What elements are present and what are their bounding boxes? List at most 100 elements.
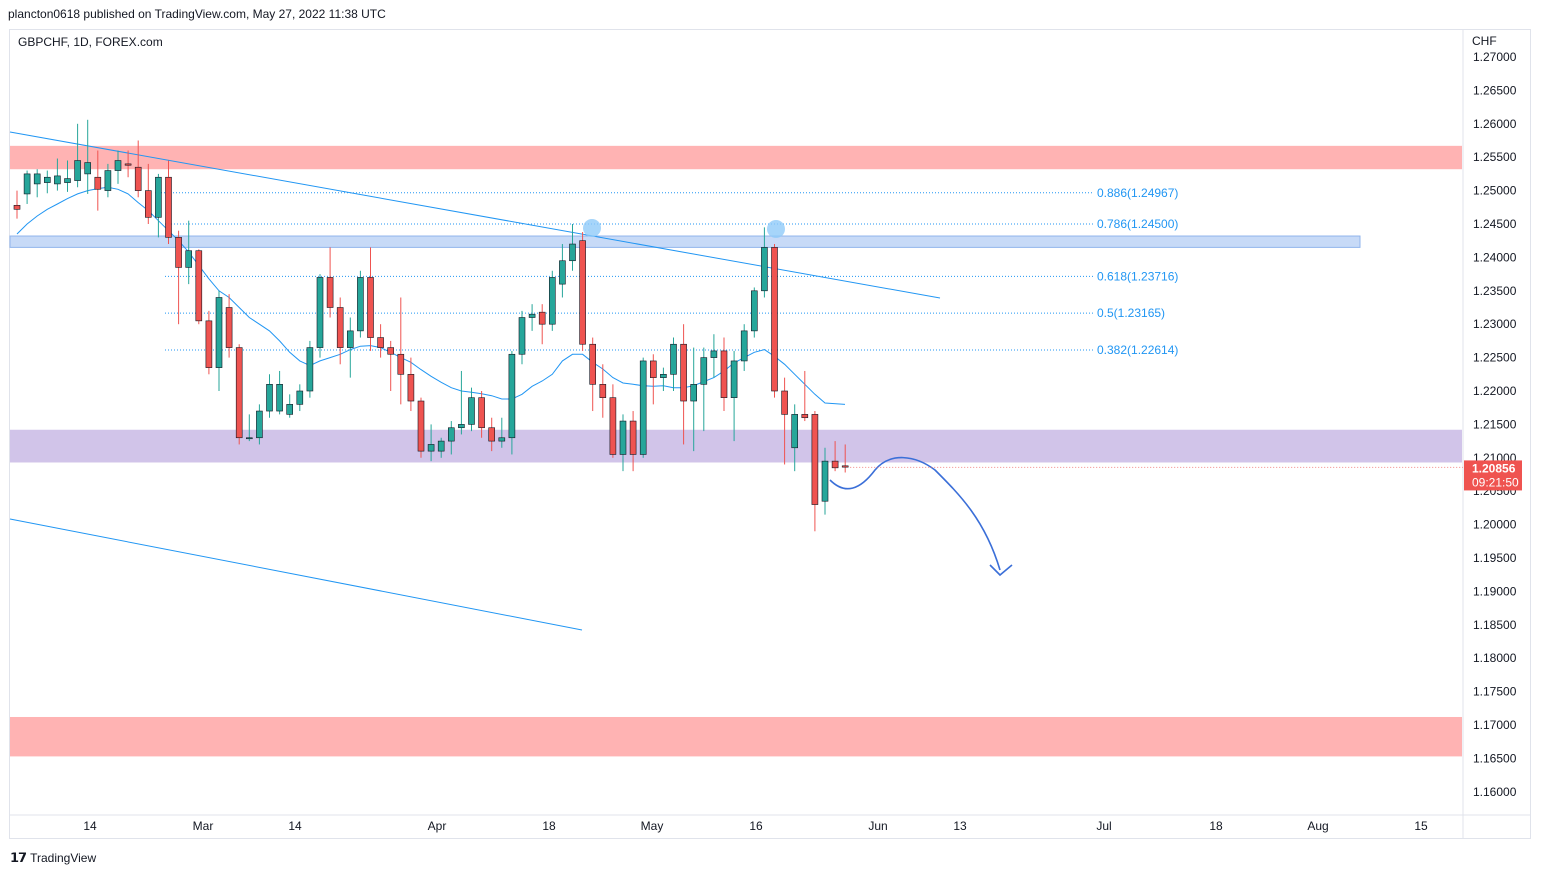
candle-body xyxy=(387,347,395,355)
candle-body xyxy=(518,317,526,355)
candle-body xyxy=(346,330,354,348)
y-tick-label: 1.16000 xyxy=(1473,785,1517,799)
zones-layer xyxy=(9,145,1462,757)
candle-body xyxy=(841,465,849,468)
candle xyxy=(488,417,496,452)
y-tick-label: 1.25000 xyxy=(1473,184,1517,198)
candle-body xyxy=(74,160,81,181)
candle xyxy=(589,337,597,412)
candle xyxy=(377,324,384,358)
candle-body xyxy=(801,414,809,419)
fib-label: 0.382(1.22614) xyxy=(1097,343,1178,357)
candle xyxy=(629,411,637,472)
candle-body xyxy=(205,320,213,368)
candle-body xyxy=(235,347,243,439)
candle xyxy=(841,444,849,473)
candle-body xyxy=(710,350,718,358)
candle-body xyxy=(54,175,61,185)
candle xyxy=(761,227,768,298)
x-tick-label: 15 xyxy=(1414,819,1428,833)
candle-body xyxy=(114,160,122,171)
tradingview-logo-icon[interactable]: 𝟭𝟳 xyxy=(10,850,27,865)
candle-body xyxy=(771,247,778,392)
candle xyxy=(811,411,819,532)
x-tick-label: Jul xyxy=(1096,819,1111,833)
candle-body xyxy=(700,357,708,385)
fib-levels-layer: 0.886(1.24967) 0.786(1.24500) 0.618(1.2371… xyxy=(155,186,1178,357)
candle-body xyxy=(13,204,21,210)
candle xyxy=(13,190,21,219)
candle xyxy=(559,244,566,298)
y-tick-label: 1.18000 xyxy=(1473,651,1517,665)
candle-body xyxy=(720,350,728,398)
candle-body xyxy=(730,360,738,398)
candle xyxy=(417,397,425,458)
candle-body xyxy=(33,173,41,185)
candle-body xyxy=(447,427,455,442)
candle-body xyxy=(326,277,334,308)
candle-body xyxy=(740,330,748,362)
lower-zone xyxy=(10,716,1462,757)
candle xyxy=(508,350,516,455)
x-tick-label: 14 xyxy=(83,819,97,833)
highlight-circle xyxy=(767,220,785,238)
candle xyxy=(346,317,354,378)
candle-body xyxy=(508,353,516,439)
candle xyxy=(649,354,657,405)
candle xyxy=(619,414,627,472)
candle xyxy=(427,424,435,462)
candle xyxy=(498,417,506,448)
candle-body xyxy=(23,173,31,195)
candle-body xyxy=(831,460,839,469)
candle xyxy=(680,324,687,445)
axes-layer: CHF 1.27000 1.26500 1.26000 1.25500 1.25000 1.… xyxy=(10,30,1530,839)
candle-body xyxy=(185,250,192,268)
last-price-badge xyxy=(1464,460,1522,491)
candle-body xyxy=(407,373,415,402)
candle-body xyxy=(43,176,51,183)
tradingview-brand[interactable]: TradingView xyxy=(30,851,97,865)
candle xyxy=(155,173,162,238)
y-tick-label: 1.19000 xyxy=(1473,584,1517,598)
fib-label: 0.618(1.23716) xyxy=(1097,269,1178,283)
candle-body xyxy=(84,162,91,175)
candle-body xyxy=(165,176,172,238)
candle-body xyxy=(266,384,273,412)
candle-body xyxy=(458,424,465,429)
candle-body xyxy=(145,190,152,218)
candle xyxy=(690,347,698,452)
candle xyxy=(548,270,556,331)
countdown-label: 09:21:50 xyxy=(1472,475,1519,489)
footer: 𝟭𝟳 TradingView xyxy=(10,850,96,866)
candle-body xyxy=(296,390,304,405)
candle xyxy=(104,163,112,198)
y-tick-label: 1.26000 xyxy=(1473,117,1517,131)
y-tick-label: 1.24000 xyxy=(1473,250,1517,264)
candle-body xyxy=(569,243,576,262)
candle xyxy=(447,421,455,455)
candle-body xyxy=(64,178,71,183)
candle-body xyxy=(548,277,556,325)
candle xyxy=(730,350,738,442)
x-tick-label: 18 xyxy=(1209,819,1223,833)
candle-body xyxy=(225,307,233,348)
candle xyxy=(518,310,526,365)
candle xyxy=(124,150,132,178)
y-tick-label: 1.18500 xyxy=(1473,618,1517,632)
last-price-label: 1.20856 xyxy=(1472,461,1516,475)
y-tick-label: 1.23000 xyxy=(1473,317,1517,331)
candle-body xyxy=(528,313,536,318)
candle-body xyxy=(104,170,112,191)
x-tick-label: Mar xyxy=(193,819,214,833)
candle-body xyxy=(761,247,768,292)
candle xyxy=(33,169,41,198)
candle xyxy=(397,297,405,405)
candle-body xyxy=(538,311,546,325)
lower-trendline xyxy=(9,518,583,631)
x-tick-label: 18 xyxy=(542,819,556,833)
candle xyxy=(821,447,829,515)
candle xyxy=(225,294,233,358)
drawings-layer xyxy=(583,219,1013,577)
candle-body xyxy=(357,277,364,332)
